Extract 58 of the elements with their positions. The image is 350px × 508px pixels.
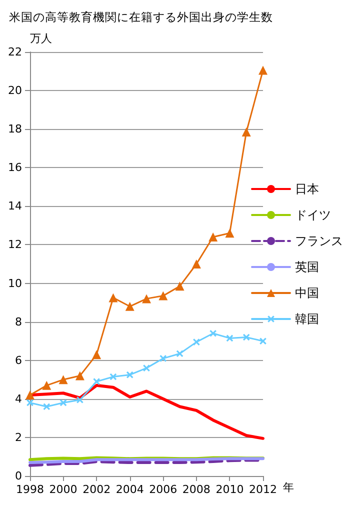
- point: [43, 403, 50, 410]
- x-axis-title: 年: [282, 481, 294, 494]
- y-tick-label: 2: [15, 430, 22, 444]
- point: [76, 396, 84, 404]
- point: [108, 293, 118, 302]
- x-tick-label: 2004: [116, 483, 144, 496]
- point: [126, 371, 134, 378]
- point: [242, 127, 251, 136]
- y-tick-label: 20: [8, 84, 22, 98]
- point: [93, 378, 100, 385]
- y-tick-label: 22: [8, 46, 22, 58]
- legend-label: 韓国: [295, 312, 319, 326]
- point: [176, 350, 184, 358]
- point: [208, 232, 218, 242]
- x-tick-label: 2010: [216, 483, 244, 496]
- legend-label: ドイツ: [295, 208, 331, 222]
- y-axis-title: 万人: [30, 32, 52, 45]
- point: [258, 66, 268, 75]
- legend-label: フランス: [295, 234, 343, 248]
- point: [58, 375, 68, 384]
- x-tick-label: 1998: [16, 483, 44, 496]
- y-tick-label: 8: [15, 315, 22, 328]
- y-tick-label: 14: [8, 200, 22, 213]
- point: [193, 338, 200, 346]
- y-tick-label: 18: [8, 122, 22, 136]
- point: [26, 390, 34, 400]
- x-tick-label: 2000: [49, 483, 78, 496]
- point: [92, 350, 102, 360]
- point: [226, 334, 234, 342]
- y-tick-label: 10: [8, 276, 22, 290]
- legend-label: 中国: [295, 286, 319, 300]
- point: [242, 334, 250, 341]
- x-tick-label: 2002: [82, 483, 111, 496]
- point: [160, 355, 167, 362]
- point: [210, 330, 216, 337]
- point: [142, 294, 151, 304]
- point: [42, 380, 52, 390]
- y-tick-label: 12: [8, 238, 22, 252]
- point: [260, 338, 266, 344]
- point: [158, 291, 168, 300]
- point: [225, 228, 234, 238]
- chart-title: 米国の高等教育機関に在籍する外国出身の学生数: [9, 10, 273, 24]
- point: [125, 302, 134, 311]
- y-tick-label: 6: [15, 354, 22, 367]
- x-tick-label: 2008: [182, 483, 210, 496]
- y-tick-label: 0: [15, 470, 22, 482]
- point: [143, 364, 150, 372]
- x-tick-label: 2012: [249, 483, 277, 496]
- point: [192, 260, 201, 268]
- point: [60, 399, 67, 406]
- x-tick-label: 2006: [149, 483, 178, 496]
- point: [175, 282, 184, 291]
- y-tick-label: 16: [8, 161, 22, 174]
- point: [75, 371, 84, 380]
- legend-label: 英国: [295, 260, 319, 274]
- y-tick-label: 4: [15, 392, 22, 406]
- point: [110, 373, 117, 380]
- legend-label: 日本: [295, 182, 319, 196]
